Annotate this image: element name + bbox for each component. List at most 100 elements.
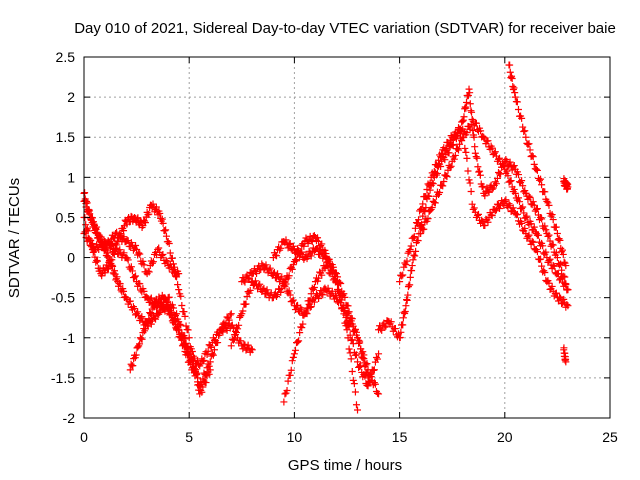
interp-point — [556, 293, 564, 301]
interp-point — [314, 234, 322, 242]
interp-point — [184, 351, 192, 359]
interp-point — [262, 261, 270, 269]
interp-point — [503, 157, 511, 165]
interp-point — [411, 252, 419, 260]
interp-point — [529, 153, 537, 161]
interp-point — [285, 287, 293, 295]
interp-point — [557, 260, 565, 268]
interp-point — [491, 148, 499, 156]
interp-point — [212, 337, 219, 345]
interp-point — [552, 223, 560, 231]
interp-point — [473, 154, 481, 162]
interp-point — [300, 242, 308, 250]
interp-point — [453, 145, 461, 153]
y-tick-label: -2 — [63, 410, 76, 426]
interp-point — [93, 257, 101, 265]
data-point — [465, 85, 473, 93]
interp-point — [493, 174, 501, 182]
x-tick-label: 0 — [80, 429, 88, 445]
interp-point — [149, 258, 157, 266]
interp-point — [544, 232, 552, 240]
interp-point — [152, 315, 160, 323]
interp-point — [402, 261, 410, 269]
interp-point — [319, 291, 327, 299]
interp-point — [437, 153, 445, 161]
interp-point — [174, 281, 182, 289]
interp-point — [508, 166, 516, 174]
interp-point — [476, 167, 484, 175]
interp-point — [283, 386, 291, 394]
interp-point — [335, 286, 343, 294]
interp-point — [85, 235, 93, 243]
interp-point — [82, 221, 90, 229]
y-axis-label: SDTVAR / TECUs — [6, 178, 23, 298]
interp-point — [537, 255, 545, 263]
interp-point — [447, 162, 455, 170]
interp-point — [139, 257, 147, 265]
interp-point — [277, 288, 285, 296]
data-point — [227, 342, 235, 350]
interp-point — [487, 211, 495, 219]
data-point — [501, 197, 509, 205]
interp-point — [404, 291, 412, 299]
y-tick-label: -1 — [63, 330, 76, 346]
interp-point — [461, 103, 469, 111]
interp-point — [219, 328, 227, 336]
interp-point — [518, 204, 526, 212]
interp-point — [513, 98, 521, 106]
interp-point — [247, 345, 255, 353]
interp-point — [558, 300, 566, 308]
interp-point — [299, 320, 307, 328]
data-point — [126, 366, 134, 374]
interp-point — [130, 355, 138, 363]
interp-point — [84, 227, 92, 235]
interp-point — [228, 321, 236, 329]
interp-point — [240, 277, 248, 285]
interp-point — [468, 200, 476, 208]
interp-point — [226, 311, 234, 319]
interp-point — [348, 368, 356, 376]
interp-point — [298, 248, 306, 256]
interp-point — [497, 170, 505, 178]
data-point — [185, 334, 193, 342]
interp-point — [120, 287, 128, 295]
interp-point — [549, 241, 557, 249]
interp-point — [171, 317, 179, 325]
interp-point — [205, 370, 213, 378]
interp-point — [277, 244, 285, 252]
interp-point — [467, 187, 475, 195]
interp-point — [527, 220, 535, 228]
interp-point — [334, 273, 342, 281]
data-point — [564, 183, 572, 191]
interp-point — [162, 295, 170, 303]
interp-point — [506, 68, 514, 76]
interp-point — [545, 231, 553, 239]
series-track-k — [396, 125, 572, 311]
interp-point — [556, 261, 564, 269]
interp-point — [549, 261, 557, 269]
interp-point — [357, 345, 365, 353]
interp-point — [167, 310, 175, 318]
interp-point — [81, 189, 89, 197]
interp-point — [189, 364, 197, 372]
interp-point — [507, 177, 515, 185]
interp-point — [399, 271, 407, 279]
interp-point — [514, 105, 522, 113]
interp-point — [141, 325, 149, 333]
data-point — [471, 149, 479, 157]
interp-point — [135, 249, 143, 257]
interp-point — [204, 347, 212, 355]
interp-point — [485, 188, 493, 196]
interp-point — [552, 289, 560, 297]
data-point — [206, 358, 214, 366]
interp-point — [466, 125, 474, 133]
interp-point — [529, 238, 537, 246]
interp-point — [146, 310, 154, 318]
interp-point — [361, 372, 369, 380]
interp-point — [147, 320, 155, 328]
interp-point — [559, 250, 567, 258]
interp-point — [81, 228, 89, 236]
interp-point — [367, 370, 375, 378]
data-point — [459, 117, 467, 125]
interp-point — [382, 322, 390, 330]
